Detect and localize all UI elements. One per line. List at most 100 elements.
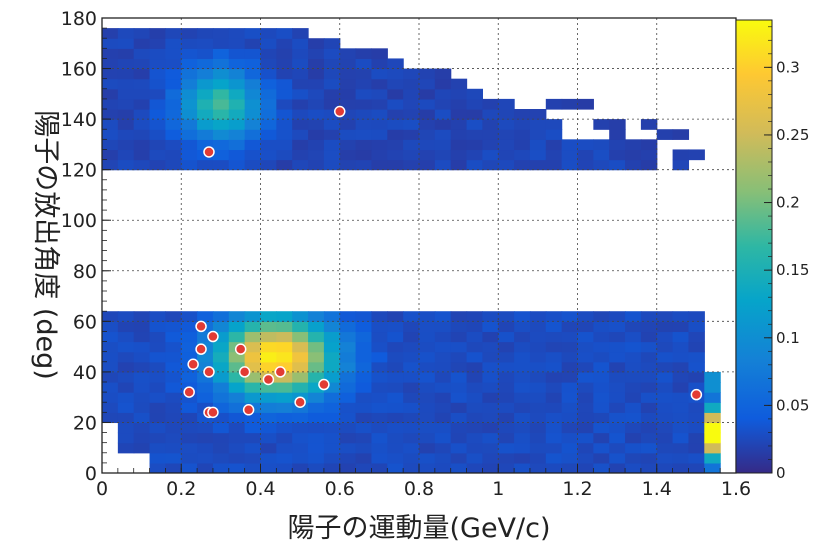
heatmap-cell [165, 331, 182, 343]
data-point [195, 320, 207, 333]
heatmap-cell [656, 341, 674, 353]
heatmap-cell [577, 149, 594, 161]
heatmap-cell [292, 48, 309, 60]
heatmap-cell [308, 361, 325, 373]
heatmap-cell [149, 159, 166, 171]
heatmap-cell [102, 129, 119, 140]
heatmap-cell [133, 392, 151, 403]
heatmap-cell [482, 139, 499, 151]
heatmap-cell [197, 58, 214, 70]
heatmap-cell [181, 28, 198, 39]
heatmap-cell [577, 159, 594, 171]
heatmap-cell [165, 432, 182, 444]
heatmap-cell [419, 351, 436, 363]
heatmap-cell [640, 119, 658, 130]
heatmap-cell [355, 98, 373, 110]
heatmap-cell [577, 432, 594, 444]
heatmap-cell [640, 351, 658, 363]
heatmap-cell [403, 331, 420, 343]
heatmap-cell [529, 402, 547, 413]
heatmap-cell [276, 28, 293, 39]
x-tick-label: 1.4 [642, 478, 672, 500]
heatmap-cell [450, 331, 468, 343]
heatmap-cell [117, 149, 135, 161]
heatmap-cell [672, 351, 690, 363]
heatmap-cell [133, 371, 151, 383]
heatmap-cell [165, 129, 182, 140]
heatmap-cell [482, 412, 499, 424]
heatmap-cell [260, 28, 277, 39]
heatmap-cell [102, 68, 119, 80]
heatmap-cell [149, 392, 166, 403]
heatmap-cell [244, 382, 262, 393]
heatmap-cell [656, 361, 674, 373]
heatmap-cell [102, 38, 119, 49]
heatmap-cell [276, 109, 293, 120]
heatmap-cell [212, 88, 230, 100]
heatmap-cell [339, 321, 357, 333]
heatmap-cell [117, 402, 135, 413]
heatmap-cell [339, 58, 357, 70]
heatmap-cell [117, 98, 135, 110]
heatmap-cell [292, 361, 309, 373]
heatmap-cell [577, 361, 594, 373]
heatmap-cell [577, 311, 594, 322]
heatmap-cell [419, 139, 436, 151]
heatmap-cell [212, 351, 230, 363]
heatmap-cell [403, 321, 420, 333]
heatmap-cell [102, 149, 119, 161]
heatmap-cell [228, 402, 246, 413]
heatmap-cell [498, 341, 515, 353]
heatmap-cell [276, 129, 293, 140]
heatmap-cell [672, 402, 690, 413]
heatmap-cell [181, 78, 198, 90]
heatmap-cell [640, 371, 658, 383]
heatmap-cell [244, 139, 262, 151]
heatmap-cell [260, 159, 277, 171]
heatmap-cell [577, 321, 594, 333]
heatmap-cell [434, 361, 452, 373]
heatmap-cell [419, 98, 436, 110]
heatmap-cell [419, 88, 436, 100]
heatmap-cell [625, 351, 642, 363]
heatmap-cell [403, 382, 420, 393]
heatmap-cell [371, 98, 388, 110]
heatmap-cell [292, 78, 309, 90]
heatmap-cell [117, 78, 135, 90]
x-tick-label: 0.6 [325, 478, 355, 500]
heatmap-cell [355, 331, 373, 343]
heatmap-cell [656, 331, 674, 343]
heatmap-cell [561, 452, 579, 464]
heatmap-cell [450, 159, 468, 171]
heatmap-cell [529, 149, 547, 161]
heatmap-cell [672, 159, 690, 171]
heatmap-cell [545, 462, 563, 473]
heatmap-cell [625, 412, 642, 424]
heatmap-cell [276, 119, 293, 130]
heatmap-cell [450, 119, 468, 130]
heatmap-cell [545, 442, 563, 454]
heatmap-cell [228, 412, 246, 424]
heatmap-cell [387, 382, 404, 393]
heatmap-cell [292, 311, 309, 322]
heatmap-cell [244, 442, 262, 454]
heatmap-cell [117, 48, 135, 60]
heatmap-cell [228, 331, 246, 343]
heatmap-cell [545, 422, 563, 434]
heatmap-cell [323, 382, 341, 393]
x-tick-label: 0.4 [245, 478, 275, 500]
heatmap-cell [529, 462, 547, 473]
heatmap-cell [212, 129, 230, 140]
heatmap-cell [260, 462, 277, 473]
heatmap-cell [704, 382, 721, 393]
heatmap-cell [117, 361, 135, 373]
heatmap-cell [117, 331, 135, 343]
heatmap-cell [339, 331, 357, 343]
heatmap-cell [323, 48, 341, 60]
heatmap-cell [244, 149, 262, 161]
heatmap-cell [514, 402, 531, 413]
heatmap-cell [181, 331, 198, 343]
heatmap-cell [450, 361, 468, 373]
heatmap-cell [419, 371, 436, 383]
data-point [183, 386, 195, 398]
